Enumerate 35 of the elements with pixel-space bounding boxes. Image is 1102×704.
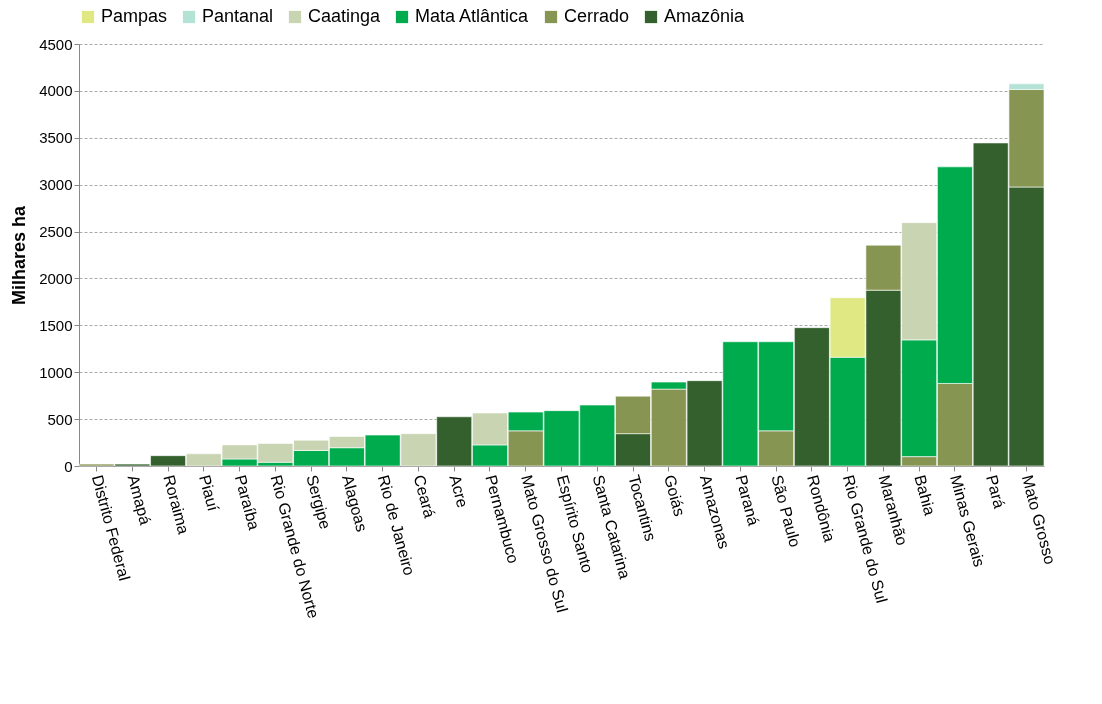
x-tick-label: Paraíba xyxy=(231,473,263,532)
y-tick-label: 0 xyxy=(64,457,73,475)
legend-label: Amazônia xyxy=(664,6,746,26)
y-tick-label: 4500 xyxy=(39,35,73,53)
x-tick-label: Acre xyxy=(446,473,472,510)
x-tick-label: Tocantins xyxy=(625,473,660,543)
legend-label: Cerrado xyxy=(564,6,630,26)
y-tick-label: 3500 xyxy=(39,129,73,147)
legend-label: Pampas xyxy=(101,6,168,26)
y-tick-label: 1500 xyxy=(39,316,73,334)
x-tick-label: Sergipe xyxy=(303,473,335,531)
x-tick-label: Maranhão xyxy=(875,473,911,548)
legend-label: Caatinga xyxy=(308,6,382,26)
legend-label: Mata Atlântica xyxy=(415,6,530,26)
x-tick-label: Paraná xyxy=(732,473,763,528)
x-tick-label: Amapá xyxy=(124,473,155,527)
x-tick-label: Amazonas xyxy=(696,473,733,551)
y-tick-label: 4000 xyxy=(39,82,73,100)
y-axis-title: Milhares ha xyxy=(9,205,30,306)
x-tick-label: Ceará xyxy=(410,473,439,520)
legend-label: Pantanal xyxy=(202,6,274,26)
y-tick-label: 1000 xyxy=(39,363,73,381)
x-tick-label: Alagoas xyxy=(339,473,371,534)
y-tick-label: 3000 xyxy=(39,176,73,194)
x-tick-label: São Paulo xyxy=(768,473,804,549)
y-tick-label: 500 xyxy=(47,410,73,428)
x-tick-label: Mato Grosso xyxy=(1018,473,1059,567)
x-tick-label: Piauí xyxy=(196,473,223,514)
x-tick-label: Pará xyxy=(982,473,1009,511)
x-tick-label: Goiás xyxy=(661,473,689,518)
x-tick-label: Bahia xyxy=(911,473,939,518)
x-tick-label: Roraima xyxy=(160,473,193,537)
y-tick-label: 2000 xyxy=(39,269,73,287)
x-tick-label: Rondônia xyxy=(804,473,839,544)
y-tick-label: 2500 xyxy=(39,223,73,241)
